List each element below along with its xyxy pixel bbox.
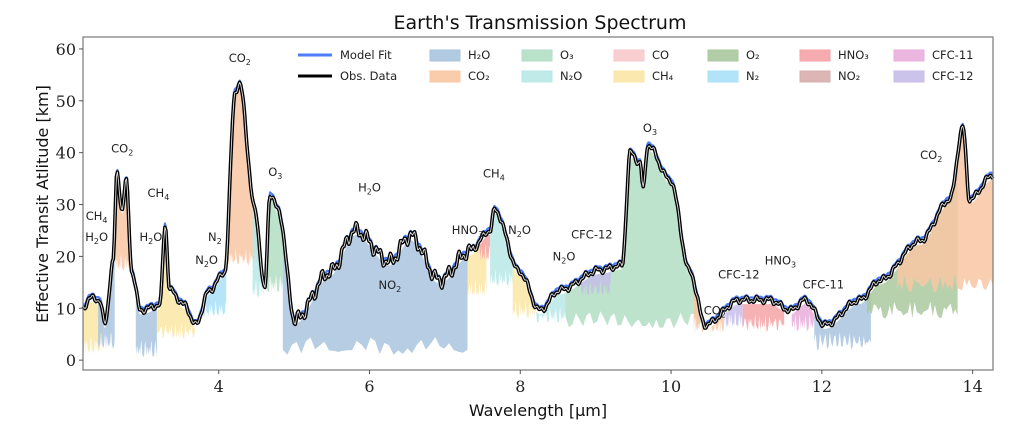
spectrum-lines <box>81 79 995 330</box>
legend-label-n2o: N₂O <box>560 69 582 83</box>
annotation-label: N2O <box>553 250 576 266</box>
legend-label-model: Model Fit <box>340 48 392 62</box>
legend-swatch-n2 <box>707 70 739 83</box>
legend-label-cfc11: CFC-11 <box>932 48 973 62</box>
y-tick-label: 20 <box>56 247 76 266</box>
fill-ch4 <box>83 302 102 355</box>
x-tick-label: 12 <box>812 377 832 396</box>
annotation-label: NO2 <box>379 278 402 294</box>
annotation-label: H2O <box>358 181 381 197</box>
legend-label-o2: O₂ <box>746 48 760 62</box>
x-axis-label: Wavelength [μm] <box>469 401 607 420</box>
observed-data-highlight <box>82 81 994 329</box>
annotation-label: CH4 <box>483 167 505 183</box>
x-tick-label: 4 <box>214 377 224 396</box>
x-tick-label: 14 <box>962 377 982 396</box>
y-tick-label: 10 <box>56 299 76 318</box>
annotation-label: CFC-12 <box>571 227 612 241</box>
fill-h2o <box>135 292 157 358</box>
annotation-label: CO2 <box>229 51 251 67</box>
legend-label-o3: O₃ <box>560 48 574 62</box>
annotation-label: HNO3 <box>765 254 796 270</box>
annotation-label: HNO3 <box>452 223 483 239</box>
fill-cfc11 <box>791 304 815 332</box>
legend-swatch-h2o <box>429 49 461 62</box>
legend-swatch-o2 <box>707 49 739 62</box>
annotation-label: CO2 <box>111 142 133 158</box>
fill-h2o <box>814 292 871 350</box>
annotation-label: H2O <box>139 230 162 246</box>
fill-hno3 <box>478 234 491 261</box>
legend-label-n2: N₂ <box>746 69 759 83</box>
fill-hno3 <box>742 304 785 332</box>
annotation-label: N2O <box>508 223 531 239</box>
annotation-label: CFC-11 <box>803 278 844 292</box>
x-tick-label: 6 <box>364 377 374 396</box>
legend-label-no2: NO₂ <box>838 69 860 83</box>
legend-swatch-ch4 <box>613 70 645 83</box>
fill-h2o <box>98 234 115 350</box>
x-tick-label: 8 <box>515 377 525 396</box>
legend-swatch-hno3 <box>799 49 831 62</box>
legend-swatch-o3 <box>521 49 553 62</box>
x-axis-ticks: 4 6 8 10 12 14 <box>214 370 983 396</box>
y-tick-label: 50 <box>56 92 76 111</box>
annotation-label: O3 <box>268 165 282 181</box>
annotation-label: CO2 <box>920 148 942 164</box>
legend: Model Fit Obs. Data H₂O CO₂ O₃ N₂O CO CH₄ O₂ N₂ HN… <box>298 48 973 83</box>
legend-label-co: CO <box>652 48 669 62</box>
y-tick-label: 0 <box>66 351 76 370</box>
y-axis-ticks: 0 10 20 30 40 50 60 <box>56 40 83 370</box>
annotation-label: CH4 <box>148 186 170 202</box>
legend-label-obs: Obs. Data <box>340 69 397 83</box>
annotation-label: CO2 <box>704 304 726 320</box>
annotation-label: H2O <box>85 230 108 246</box>
annotation-label: O3 <box>643 121 657 137</box>
y-axis-label: Effective Transit Atlitude [km] <box>33 85 52 323</box>
legend-swatch-co <box>613 49 645 62</box>
legend-label-h2o: H₂O <box>468 48 490 62</box>
fill-n2o <box>490 213 513 288</box>
x-tick-label: 10 <box>661 377 681 396</box>
molecule-annotations: CH4 H2O CO2 H2O CH4 N2 N2O CO2 O3 H2O NO2 HNO3 CH4 N2… <box>85 51 942 320</box>
fill-o3 <box>565 149 705 329</box>
plot-frame <box>82 36 994 371</box>
legend-swatch-cfc12 <box>893 70 925 83</box>
fill-ch4 <box>467 236 487 297</box>
fill-ch4 <box>512 264 536 319</box>
annotation-label: N2O <box>195 253 218 269</box>
annotation-label: CH4 <box>86 209 108 225</box>
legend-label-co2: CO₂ <box>468 69 490 83</box>
y-tick-label: 30 <box>56 196 76 215</box>
legend-label-ch4: CH₄ <box>652 69 674 83</box>
fill-cfc12 <box>580 271 611 298</box>
legend-swatch-no2 <box>799 70 831 83</box>
legend-swatch-cfc11 <box>893 49 925 62</box>
y-tick-label: 40 <box>56 144 76 163</box>
fill-co2 <box>226 89 258 267</box>
molecule-contribution-fills <box>83 89 993 358</box>
legend-label-cfc12: CFC-12 <box>932 69 973 83</box>
chart-title: Earth's Transmission Spectrum <box>394 12 687 34</box>
y-tick-label: 60 <box>56 40 76 59</box>
fill-n2o <box>535 293 566 324</box>
legend-swatch-co2 <box>429 70 461 83</box>
legend-swatch-n2o <box>521 70 553 83</box>
fill-h2o <box>282 234 468 355</box>
annotation-label: N2 <box>208 230 222 246</box>
legend-label-hno3: HNO₃ <box>838 48 869 62</box>
fill-co2 <box>897 133 993 293</box>
annotation-label: CFC-12 <box>718 268 759 282</box>
